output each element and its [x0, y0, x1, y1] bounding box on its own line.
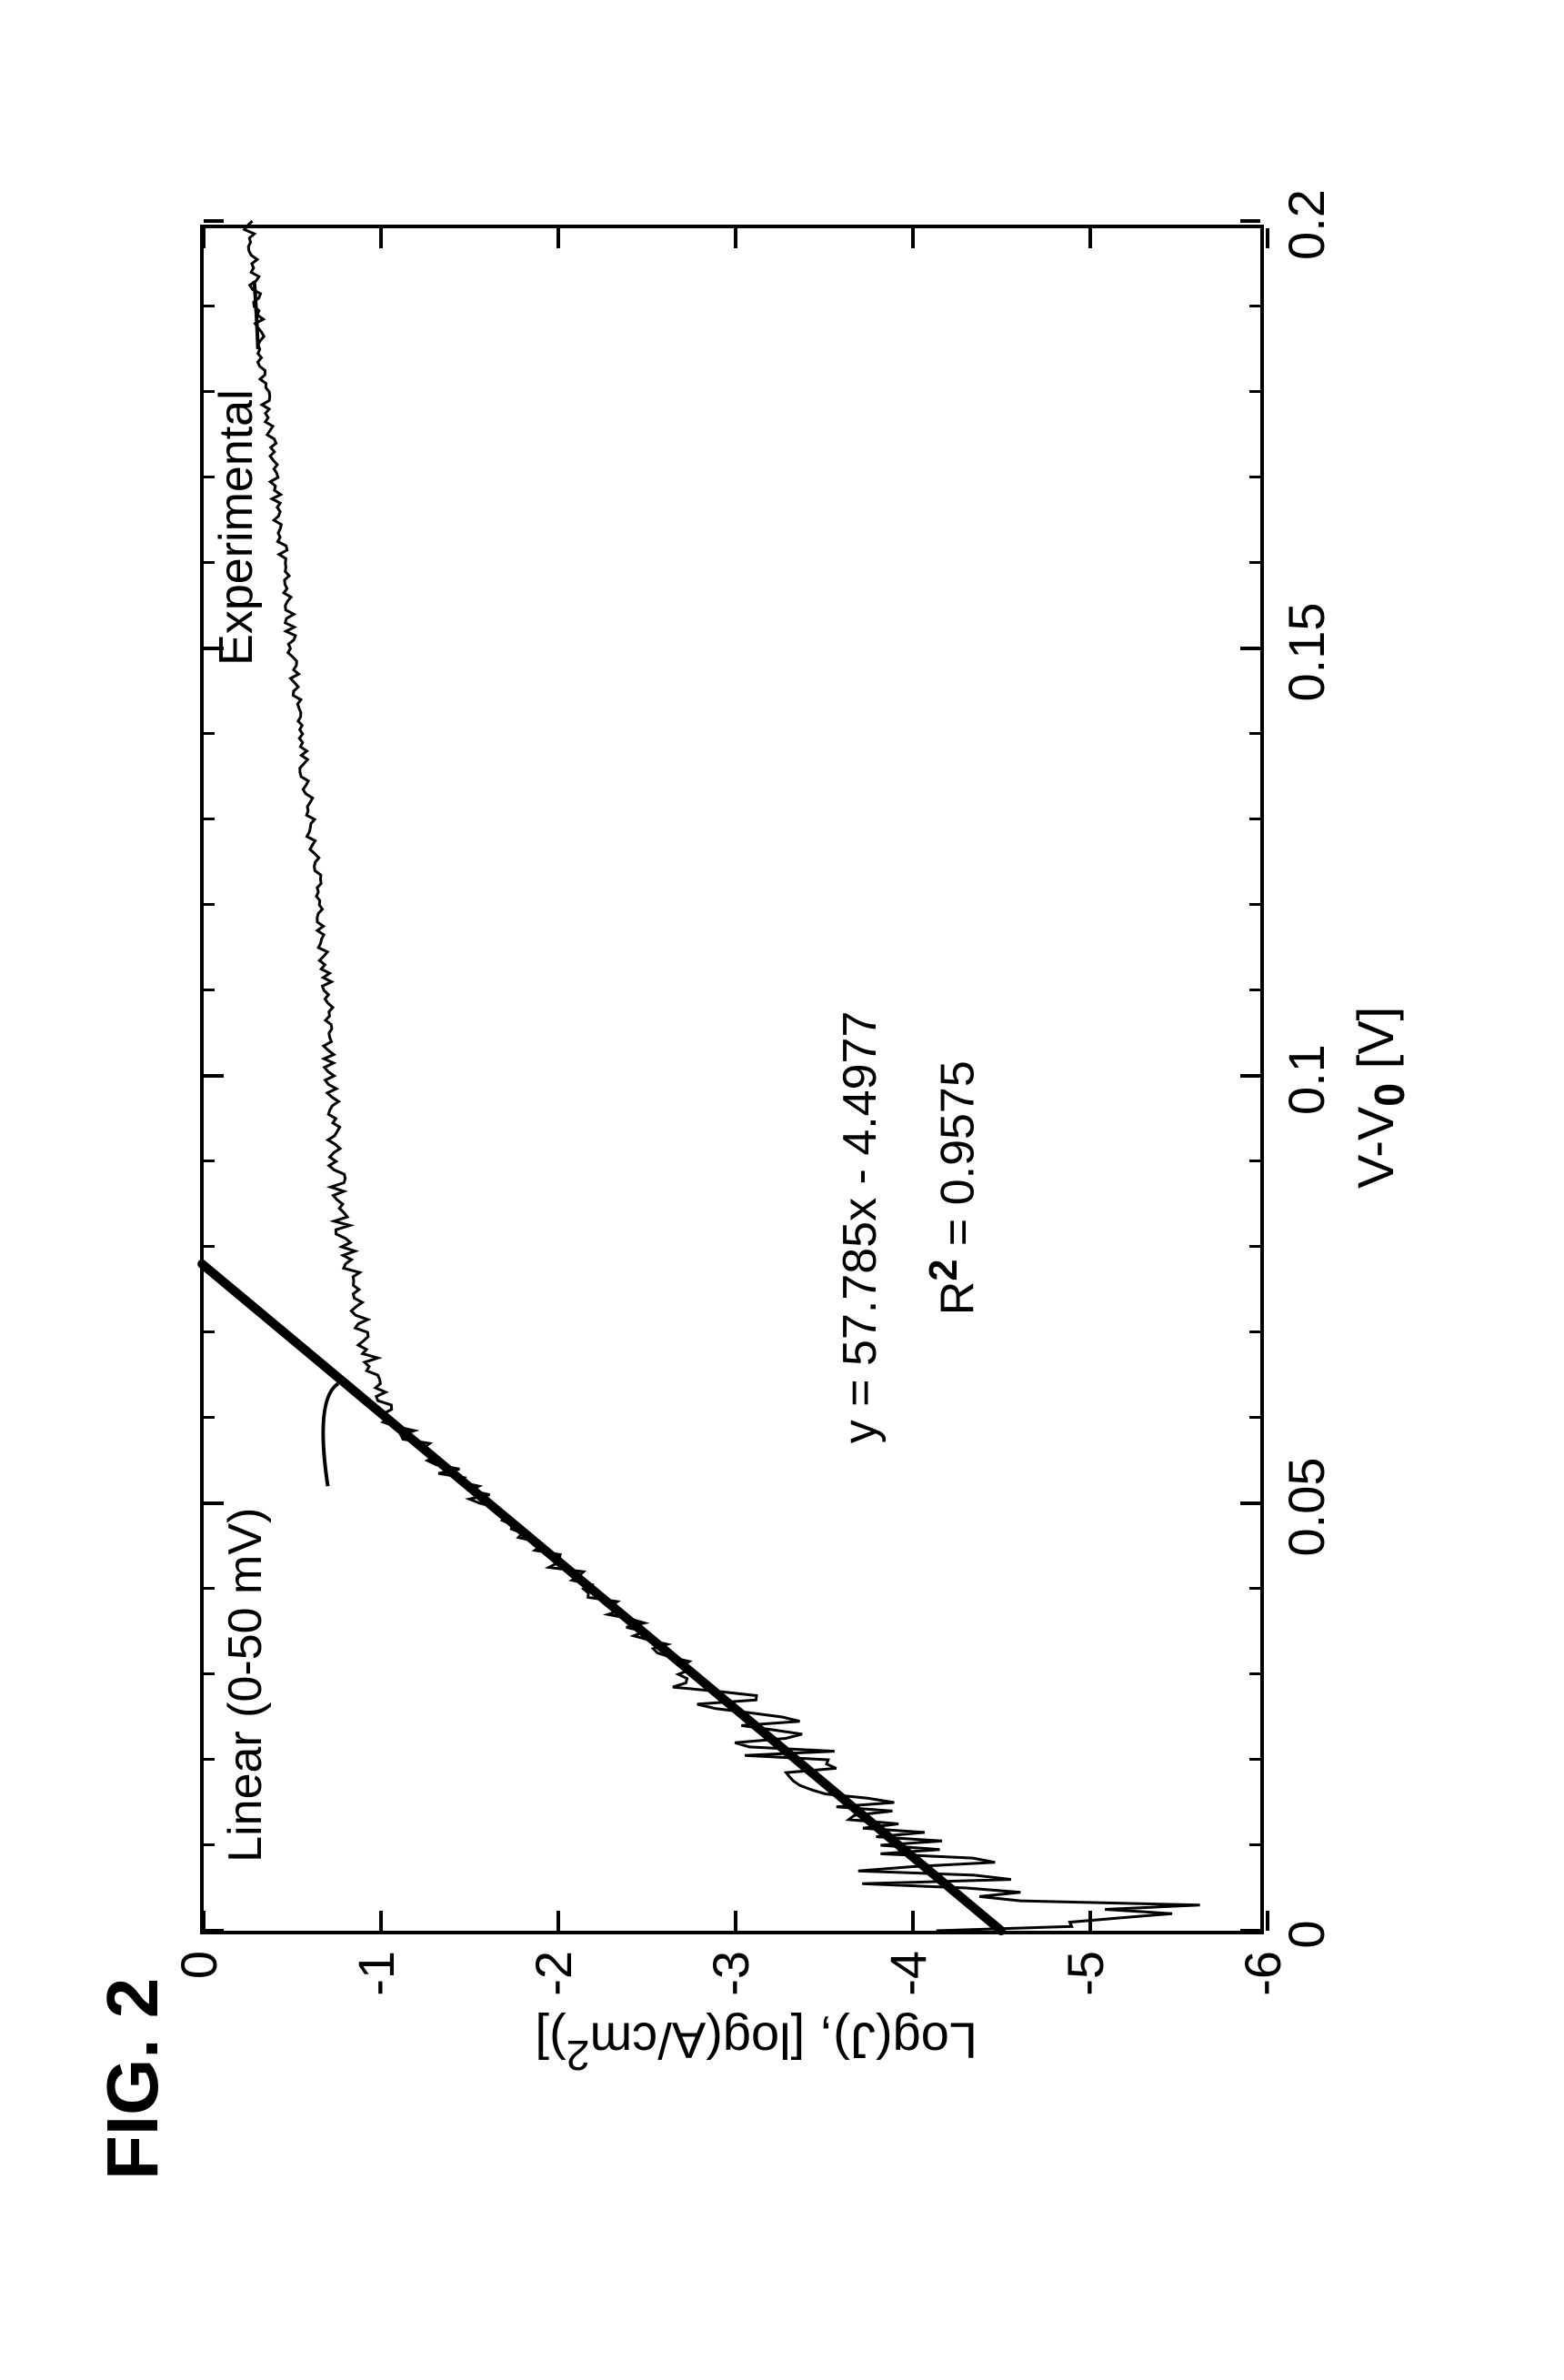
- x-tick: [1240, 219, 1260, 223]
- y-tick: [202, 228, 206, 248]
- linear-fit-label: Linear (0-50 mV): [218, 1508, 273, 1863]
- y-tick: [1266, 1911, 1269, 1931]
- fit-r2: R2 = 0.9575: [922, 1060, 985, 1315]
- x-minor-tick: [204, 1759, 215, 1762]
- y-tick-label: 0: [169, 1951, 228, 1979]
- x-minor-tick: [204, 1417, 215, 1420]
- x-minor-tick: [1249, 306, 1260, 308]
- y-tick: [911, 1911, 915, 1931]
- y-tick: [734, 1911, 737, 1931]
- y-tick-label: -1: [346, 1951, 406, 1996]
- x-minor-tick: [1249, 1588, 1260, 1591]
- fit-equation: y = 57.785x - 4.4977: [833, 1011, 887, 1444]
- x-tick-label: 0.1: [1277, 998, 1336, 1161]
- y-tick: [1266, 228, 1269, 248]
- x-minor-tick: [1249, 1844, 1260, 1847]
- x-minor-tick: [1249, 477, 1260, 479]
- y-tick-label: -3: [701, 1951, 760, 1996]
- y-tick: [202, 1911, 206, 1931]
- y-tick: [556, 228, 560, 248]
- experimental-series: [245, 221, 1200, 1931]
- y-tick-label: -4: [878, 1951, 937, 1996]
- leader-line: [323, 1383, 338, 1486]
- x-tick: [204, 1074, 224, 1078]
- series-svg: [204, 221, 1268, 1931]
- x-minor-tick: [204, 733, 215, 736]
- y-tick: [911, 228, 915, 248]
- y-axis-title: Log(J), [log(A/cm2)]: [535, 2011, 978, 2080]
- y-tick-label: -5: [1056, 1951, 1115, 1996]
- figure-title: FIG. 2: [91, 1978, 175, 2180]
- x-minor-tick: [1249, 1331, 1260, 1334]
- x-minor-tick: [204, 1160, 215, 1163]
- page: FIG. 2 Linear (0-50 mV) Experimental y = 5…: [0, 0, 1564, 2380]
- x-minor-tick: [1249, 1759, 1260, 1762]
- experimental-label: Experimental: [209, 389, 264, 665]
- x-minor-tick: [204, 818, 215, 821]
- x-minor-tick: [1249, 1160, 1260, 1163]
- x-minor-tick: [204, 1673, 215, 1676]
- x-tick: [1240, 1929, 1260, 1933]
- x-minor-tick: [204, 1588, 215, 1591]
- x-minor-tick: [1249, 1246, 1260, 1249]
- x-minor-tick: [1249, 989, 1260, 992]
- y-tick: [379, 228, 383, 248]
- x-minor-tick: [1249, 818, 1260, 821]
- y-tick: [1088, 228, 1092, 248]
- x-minor-tick: [204, 306, 215, 308]
- x-minor-tick: [204, 1246, 215, 1249]
- y-tick: [379, 1911, 383, 1931]
- x-minor-tick: [1249, 391, 1260, 394]
- x-tick-label: 0.05: [1277, 1425, 1336, 1589]
- y-tick-label: -2: [524, 1951, 583, 1996]
- x-tick: [1240, 1074, 1260, 1078]
- x-tick: [204, 1501, 224, 1505]
- x-tick-label: 0.2: [1277, 143, 1336, 306]
- x-minor-tick: [1249, 1673, 1260, 1676]
- rotated-canvas: FIG. 2 Linear (0-50 mV) Experimental y = 5…: [0, 0, 1564, 2380]
- y-tick: [556, 1911, 560, 1931]
- x-tick: [204, 1929, 224, 1933]
- x-minor-tick: [1249, 904, 1260, 907]
- y-tick: [1088, 1911, 1092, 1931]
- plot-area: Linear (0-50 mV) Experimental y = 57.785x …: [200, 225, 1264, 1934]
- x-minor-tick: [204, 989, 215, 992]
- x-minor-tick: [1249, 1417, 1260, 1420]
- x-minor-tick: [204, 1331, 215, 1334]
- x-tick: [204, 219, 224, 223]
- x-minor-tick: [1249, 733, 1260, 736]
- x-tick: [1240, 647, 1260, 650]
- x-minor-tick: [204, 904, 215, 907]
- x-minor-tick: [204, 1844, 215, 1847]
- x-tick: [1240, 1501, 1260, 1505]
- x-tick-label: 0: [1277, 1853, 1336, 2016]
- y-tick: [734, 228, 737, 248]
- x-tick-label: 0.15: [1277, 570, 1336, 734]
- x-axis-title: V-V0 [V]: [1346, 1007, 1414, 1189]
- x-minor-tick: [1249, 562, 1260, 565]
